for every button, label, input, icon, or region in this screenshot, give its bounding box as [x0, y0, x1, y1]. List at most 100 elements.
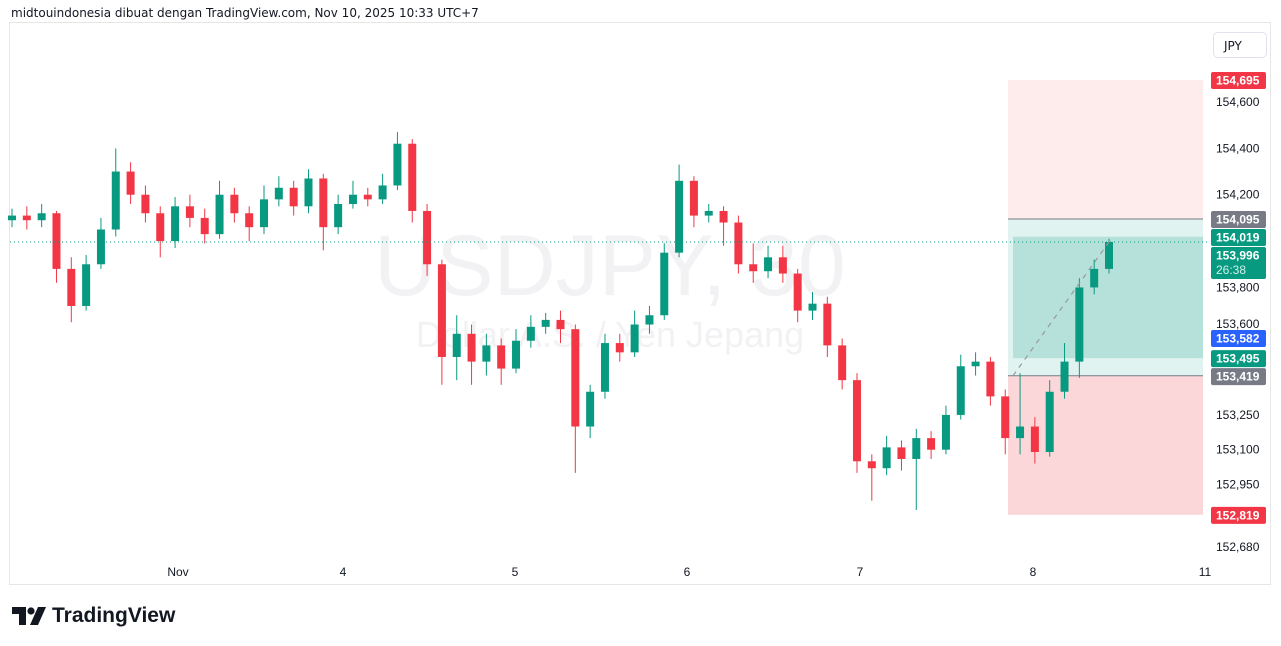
price-label-badge: [1211, 71, 1266, 89]
candle-body: [1045, 391, 1054, 453]
x-tick-label: 11: [1199, 565, 1212, 579]
candle-body: [912, 438, 921, 459]
y-tick-label: 154,200: [1216, 188, 1260, 202]
candle-body: [482, 345, 491, 362]
chart-frame: [9, 22, 1271, 585]
price-label-text: 154,095: [1216, 213, 1260, 227]
candle-body: [971, 361, 980, 367]
candle-body: [615, 343, 624, 353]
candle-body: [230, 194, 239, 214]
candle-body: [408, 143, 417, 211]
candle-body: [156, 213, 165, 242]
candle-body: [838, 345, 847, 381]
candle-body: [1075, 287, 1084, 362]
candle-body: [600, 343, 609, 392]
candle-body: [512, 340, 521, 369]
candle-body: [8, 215, 16, 221]
x-tick-label: 8: [1030, 565, 1037, 579]
y-tick-label: 153,600: [1216, 317, 1260, 331]
x-tick-label: 4: [340, 565, 347, 579]
stop-zone: [1008, 375, 1203, 515]
tradingview-logo-icon: [12, 607, 46, 625]
candle-body: [245, 213, 254, 228]
x-tick-label: Nov: [167, 565, 188, 579]
candle-body: [808, 303, 817, 311]
y-tick-label: 152,680: [1216, 540, 1260, 554]
candle-body: [37, 213, 46, 221]
candle-body: [986, 361, 995, 397]
candle-body: [497, 345, 506, 369]
current-price-text: 153,996: [1216, 249, 1260, 263]
candle-body: [719, 210, 728, 223]
candle-body: [1105, 242, 1113, 269]
candle-body: [363, 194, 372, 200]
price-label-text: 154,695: [1216, 73, 1260, 87]
price-label-text: 153,495: [1216, 352, 1260, 366]
candle-body: [764, 257, 773, 272]
candle-body: [927, 438, 936, 450]
candle-body: [111, 171, 120, 230]
candle-body: [200, 217, 209, 235]
candle-body: [660, 252, 669, 316]
candle-body: [630, 324, 639, 353]
candle-body: [541, 319, 550, 327]
y-tick-label: 154,600: [1216, 95, 1260, 109]
candle-body: [171, 206, 180, 242]
candle-body: [1090, 268, 1099, 288]
candle-body: [319, 178, 328, 228]
y-tick-label: 152,950: [1216, 477, 1260, 491]
price-label-badge: [1211, 368, 1266, 386]
candle-body: [96, 229, 105, 265]
candle-body: [126, 171, 135, 195]
candle-body: [675, 180, 684, 253]
attribution-text: midtouindonesia dibuat dengan TradingVie…: [11, 6, 479, 20]
candle-body: [52, 213, 61, 269]
candle-body: [778, 257, 787, 274]
watermark-description: Dollar A.S. / Yen Jepang: [416, 314, 804, 355]
candle-body: [304, 178, 313, 207]
candle-body: [393, 143, 402, 186]
candle-body: [882, 447, 891, 469]
candle-body: [334, 203, 343, 228]
candle-body: [689, 180, 698, 216]
candle-body: [467, 333, 476, 362]
y-tick-label: 153,800: [1216, 280, 1260, 294]
price-label-text: 153,419: [1216, 370, 1260, 384]
candle-body: [867, 461, 876, 469]
candle-body: [1001, 396, 1010, 439]
y-tick-label: 153,100: [1216, 443, 1260, 457]
candle-body: [423, 210, 432, 265]
candle-body: [526, 326, 535, 341]
candle-body: [586, 391, 595, 427]
tradingview-logo[interactable]: TradingView: [12, 604, 175, 628]
currency-button[interactable]: JPY: [1213, 32, 1267, 58]
candle-body: [289, 187, 298, 207]
brand-name: TradingView: [52, 604, 176, 627]
candle-body: [22, 215, 31, 221]
x-tick-label: 7: [857, 565, 864, 579]
candle-body: [749, 264, 758, 272]
bar-countdown-text: 26:38: [1216, 263, 1246, 277]
candle-body: [897, 447, 906, 459]
candle-body: [452, 333, 461, 357]
candle-body: [141, 194, 150, 214]
price-label-badge: [1211, 329, 1266, 347]
price-label-text: 152,819: [1216, 508, 1260, 522]
candle-body: [941, 414, 950, 450]
candle-body: [556, 319, 565, 330]
candle-body: [260, 199, 269, 228]
candle-body: [956, 366, 965, 415]
trade-path-line: [1012, 241, 1110, 377]
price-label-badge: [1211, 506, 1266, 524]
price-label-badge: [1211, 350, 1266, 368]
upper-zone: [1008, 79, 1203, 220]
candle-body: [645, 315, 654, 325]
candle-body: [1030, 426, 1039, 453]
price-label-text: 154,019: [1216, 231, 1260, 245]
candle-body: [704, 210, 713, 216]
candle-body: [185, 206, 194, 218]
candle-body: [1016, 426, 1025, 439]
candle-body: [82, 264, 91, 306]
candle-body: [67, 268, 76, 306]
